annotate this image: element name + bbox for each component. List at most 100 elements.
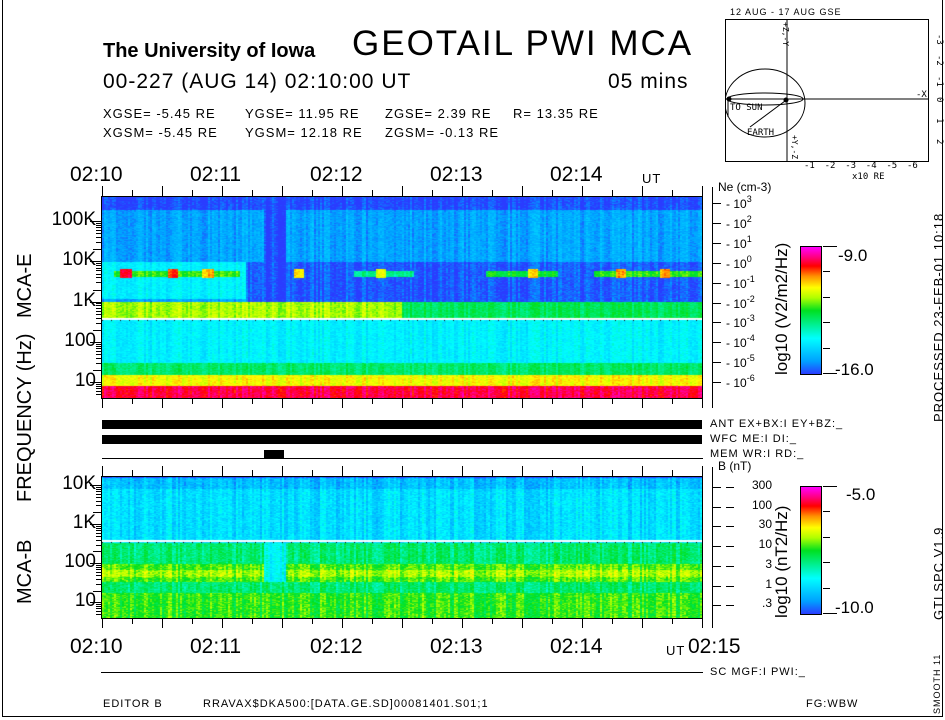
gsm-x: XGSM= -5.45 RE xyxy=(103,125,218,140)
ne-tick-base: 10 xyxy=(733,276,747,291)
frequency-minor-tick xyxy=(96,362,101,364)
time-tick xyxy=(252,398,253,404)
ne-tick xyxy=(713,302,721,304)
b-tick-dash xyxy=(726,506,734,508)
time-tick xyxy=(432,618,433,624)
time-tick xyxy=(372,470,373,476)
wfc-status-bar xyxy=(102,435,702,444)
time-tick xyxy=(672,618,673,624)
orbit-right-tick: -1 xyxy=(934,76,944,87)
time-tick xyxy=(222,186,223,196)
frequency-minor-tick xyxy=(96,230,101,232)
orbit-right-tick: 1 xyxy=(934,118,944,124)
time-tick xyxy=(582,398,583,408)
frequency-minor-tick xyxy=(96,530,101,532)
orbit-bottom-tick: -2 xyxy=(824,161,836,171)
time-label-bottom: 02:14 xyxy=(550,635,603,658)
frequency-minor-tick xyxy=(96,322,101,324)
time-tick xyxy=(492,398,493,404)
time-tick xyxy=(192,190,193,196)
frequency-minor-tick xyxy=(96,223,101,225)
ne-tick-label: - 10-5 xyxy=(726,353,755,371)
time-tick xyxy=(552,190,553,196)
orbit-bottom-tick: -1 xyxy=(804,161,815,171)
gse-r: R= 13.35 RE xyxy=(513,106,599,121)
orbit-right-tick: -2 xyxy=(934,55,944,66)
frequency-minor-tick xyxy=(96,282,101,284)
time-tick xyxy=(642,398,643,408)
frequency-minor-tick xyxy=(96,225,101,227)
time-tick xyxy=(642,186,643,196)
time-tick xyxy=(252,190,253,196)
time-tick xyxy=(552,618,553,624)
frequency-tick-label: 100 xyxy=(64,329,96,351)
frequency-minor-tick xyxy=(96,569,101,571)
ne-tick-base: 10 xyxy=(733,236,747,251)
ne-tick-label: - 102 xyxy=(726,213,752,231)
time-tick xyxy=(672,190,673,196)
frequency-tick xyxy=(90,341,101,343)
time-tick xyxy=(582,186,583,196)
time-tick xyxy=(192,470,193,476)
time-tick xyxy=(462,186,463,196)
gsm-y: YGSM= 12.18 RE xyxy=(245,125,363,140)
time-tick xyxy=(252,618,253,624)
time-tick xyxy=(192,618,193,624)
frequency-tick-label: 10K xyxy=(62,472,96,494)
b-tick xyxy=(713,585,721,587)
b-tick xyxy=(713,506,721,508)
status-wfc: WFC ME:I DI:_ xyxy=(710,433,797,445)
ne-tick xyxy=(713,242,721,244)
frequency-minor-tick xyxy=(96,565,101,567)
frequency-tick xyxy=(90,301,101,303)
processed-label: PROCESSED 23-FEB-01 10:18 xyxy=(931,212,945,422)
ne-tick xyxy=(713,203,721,204)
frequency-minor-tick xyxy=(93,551,101,553)
institution: The University of Iowa xyxy=(103,40,316,62)
frequency-tick xyxy=(90,484,101,486)
frequency-minor-tick xyxy=(96,233,101,235)
time-tick xyxy=(582,466,583,476)
frequency-tick xyxy=(90,602,101,604)
time-tick xyxy=(612,398,613,404)
frequency-minor-tick xyxy=(96,539,101,541)
time-tick xyxy=(702,186,703,196)
colorbar-tick xyxy=(823,347,830,349)
orbit-right-tick: 2 xyxy=(934,139,944,145)
time-tick xyxy=(612,470,613,476)
time-tick xyxy=(522,466,523,476)
frequency-minor-tick xyxy=(96,493,101,495)
time-tick xyxy=(282,618,283,628)
ne-tick xyxy=(713,382,721,384)
ne-tick-exp: -3 xyxy=(746,313,755,324)
e-cbar-min: -16.0 xyxy=(835,360,874,379)
mem-status-block xyxy=(264,450,285,458)
time-tick xyxy=(222,398,223,408)
time-tick xyxy=(282,398,283,408)
ne-tick-exp: 3 xyxy=(746,194,752,204)
ne-tick-exp: -2 xyxy=(746,293,755,304)
time-tick xyxy=(132,190,133,196)
frequency-minor-tick xyxy=(96,575,101,577)
time-tick xyxy=(432,470,433,476)
frequency-minor-tick xyxy=(96,390,101,392)
frequency-minor-tick xyxy=(96,307,101,309)
time-tick xyxy=(162,398,163,408)
frequency-minor-tick xyxy=(93,289,101,291)
frequency-minor-tick xyxy=(96,317,101,319)
colorbar-tick xyxy=(823,246,837,247)
time-tick xyxy=(102,466,103,476)
right-axis-line xyxy=(712,467,713,628)
frequency-minor-tick xyxy=(96,303,101,305)
frequency-tick-label: 10K xyxy=(62,249,96,271)
orbit-right-tick: -3 xyxy=(934,34,944,45)
time-tick xyxy=(342,618,343,628)
ne-tick-base: 10 xyxy=(733,256,747,271)
frequency-minor-tick xyxy=(96,357,101,359)
time-tick xyxy=(522,186,523,196)
time-tick xyxy=(492,190,493,196)
file-path: RRAVAX$DKA500:[DATA.GE.SD]00081401.S01;1 xyxy=(203,698,489,710)
orbit-bottom-label: +Y,-Z xyxy=(790,135,799,160)
mca-e-spectrogram xyxy=(101,196,703,399)
